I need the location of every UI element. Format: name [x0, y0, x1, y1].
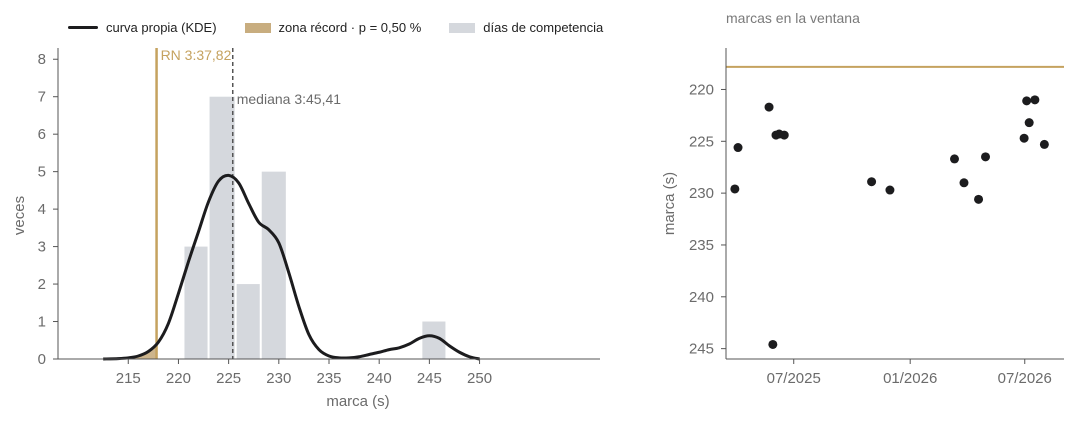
right-y-tick-label-245: 245 [689, 341, 714, 358]
left-y-tick-label-1: 1 [38, 314, 46, 331]
scatter-point-2 [764, 102, 774, 112]
histogram-bar-1 [209, 96, 235, 359]
scatter-point-17 [1039, 139, 1049, 149]
left-y-tick-label-2: 2 [38, 276, 46, 293]
legend-item-kde: curva propia (KDE) [68, 20, 217, 35]
kde-curve [103, 173, 480, 361]
legend-item-competition-days: días de competencia [449, 20, 603, 35]
scatter-point-10 [959, 178, 969, 188]
left-x-tick-label-240: 240 [367, 370, 392, 387]
right-y-tick-label-230: 230 [689, 185, 714, 202]
histogram-bar-2 [236, 284, 260, 359]
left-x-tick-label-250: 250 [467, 370, 492, 387]
scatter-point-11 [974, 194, 984, 204]
right-y-tick-label-240: 240 [689, 289, 714, 306]
scatter-point-15 [1024, 118, 1034, 128]
right-y-axis-label: marca (s) [661, 172, 678, 235]
left-y-tick-label-5: 5 [38, 164, 46, 181]
left-y-tick-label-4: 4 [38, 201, 46, 218]
legend-label-record-zone: zona récord · p = 0,50 % [278, 20, 422, 35]
histogram-bar-4 [422, 321, 446, 359]
left-x-tick-label-215: 215 [116, 370, 141, 387]
left-x-tick-label-245: 245 [417, 370, 442, 387]
right-y-tick-label-235: 235 [689, 237, 714, 254]
right-x-tick-label-2: 07/2026 [998, 370, 1052, 387]
scatter-point-7 [867, 177, 877, 187]
right-chart-title: marcas en la ventana [726, 10, 860, 26]
legend-swatch-competition-days [449, 22, 476, 33]
left-y-tick-label-6: 6 [38, 126, 46, 143]
scatter-point-6 [779, 130, 789, 140]
left-y-tick-label-8: 8 [38, 51, 46, 68]
left-y-tick-label-0: 0 [38, 351, 46, 368]
scatter-point-13 [1019, 133, 1029, 143]
legend-swatch-kde [68, 26, 98, 29]
scatter-point-16 [1030, 95, 1040, 105]
left-y-axis-label: veces [11, 196, 28, 235]
histogram-bar-0 [184, 246, 208, 359]
legend-label-kde: curva propia (KDE) [106, 20, 217, 35]
median-label: mediana 3:45,41 [237, 91, 342, 107]
right-y-tick-label-220: 220 [689, 81, 714, 98]
record-label: RN 3:37,82 [161, 47, 232, 63]
scatter-point-8 [885, 185, 895, 195]
histogram-bar-3 [261, 171, 286, 359]
left-y-tick-label-3: 3 [38, 239, 46, 256]
scatter-point-14 [1022, 96, 1032, 106]
left-x-tick-label-220: 220 [166, 370, 191, 387]
scatter-point-1 [733, 143, 743, 153]
right-y-tick-label-225: 225 [689, 133, 714, 150]
left-x-tick-label-230: 230 [266, 370, 291, 387]
scatter-point-9 [949, 154, 959, 164]
scatter-point-12 [981, 152, 991, 162]
left-x-tick-label-235: 235 [316, 370, 341, 387]
legend-label-competition-days: días de competencia [483, 20, 604, 35]
scatter-point-3 [768, 339, 778, 349]
legend: curva propia (KDE) zona récord · p = 0,5… [68, 20, 631, 35]
right-x-tick-label-1: 01/2026 [883, 370, 937, 387]
left-x-axis-label: marca (s) [326, 393, 389, 410]
legend-item-record-zone: zona récord · p = 0,50 % [244, 20, 422, 35]
left-x-tick-label-225: 225 [216, 370, 241, 387]
right-x-tick-label-0: 07/2025 [767, 370, 821, 387]
scatter-point-0 [730, 184, 740, 194]
legend-swatch-record-zone [244, 22, 271, 33]
left-y-tick-label-7: 7 [38, 89, 46, 106]
